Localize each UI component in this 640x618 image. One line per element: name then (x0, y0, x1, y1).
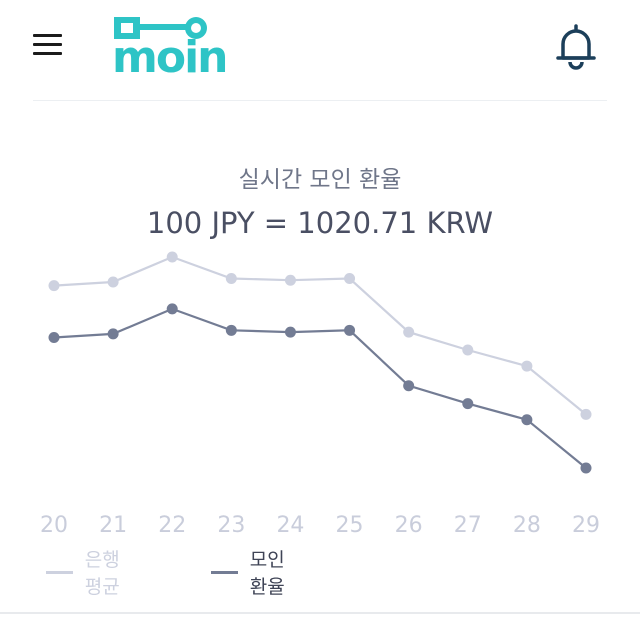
data-point (284, 274, 296, 286)
exchange-title: 실시간 모인 환율 (238, 167, 402, 193)
x-tick-label: 23 (217, 513, 245, 538)
header-divider (33, 100, 607, 101)
x-tick-label: 25 (336, 513, 364, 538)
exchange-rate-chart: 20 21 22 23 24 25 26 27 28 29 (40, 251, 600, 538)
data-point (166, 251, 178, 263)
data-point (344, 272, 356, 284)
data-point (403, 326, 415, 338)
x-tick-label: 27 (454, 513, 482, 538)
data-point (580, 462, 592, 474)
moin-logo[interactable]: moin (112, 14, 232, 83)
x-tick-label: 20 (40, 513, 68, 538)
legend-item-bank: 은행 평균 (46, 549, 125, 598)
data-point (225, 324, 237, 336)
x-tick-label: 28 (513, 513, 541, 538)
bottom-divider (0, 612, 640, 614)
notification-button[interactable] (554, 22, 598, 70)
legend-swatch-moin (211, 570, 238, 574)
x-tick-label: 24 (276, 513, 304, 538)
data-point (580, 408, 592, 420)
x-tick-label: 26 (395, 513, 423, 538)
logo-key-icon (114, 17, 207, 39)
data-point (462, 398, 474, 410)
data-point (521, 414, 533, 426)
data-point (284, 326, 296, 338)
x-tick-label: 29 (572, 513, 600, 538)
legend-label-bank: 은행 평균 (84, 549, 120, 598)
data-point (403, 380, 415, 392)
data-point (166, 303, 178, 315)
legend-label-moin: 모인 환율 (249, 549, 285, 598)
app-header: moin (0, 0, 640, 100)
data-point (344, 324, 356, 336)
bell-icon (556, 24, 596, 70)
data-point (48, 331, 60, 343)
legend-swatch-bank (46, 570, 73, 574)
data-point (462, 344, 474, 356)
x-tick-label: 21 (99, 513, 127, 538)
series-line-0 (53, 255, 587, 416)
logo-text: moin (112, 32, 228, 83)
x-tick-label: 22 (158, 513, 186, 538)
menu-button[interactable] (33, 34, 63, 56)
legend-item-moin: 모인 환율 (211, 549, 290, 598)
data-point (225, 272, 237, 284)
hamburger-menu-icon-bar (33, 43, 62, 46)
data-point (107, 276, 119, 288)
series-line-1 (53, 307, 587, 469)
data-point (521, 360, 533, 372)
hamburger-menu-icon-bar (33, 52, 62, 55)
hamburger-menu-icon (33, 34, 62, 37)
data-point (48, 280, 60, 292)
data-point (107, 328, 119, 340)
exchange-rate: 100 JPY = 1020.71 KRW (146, 206, 494, 240)
